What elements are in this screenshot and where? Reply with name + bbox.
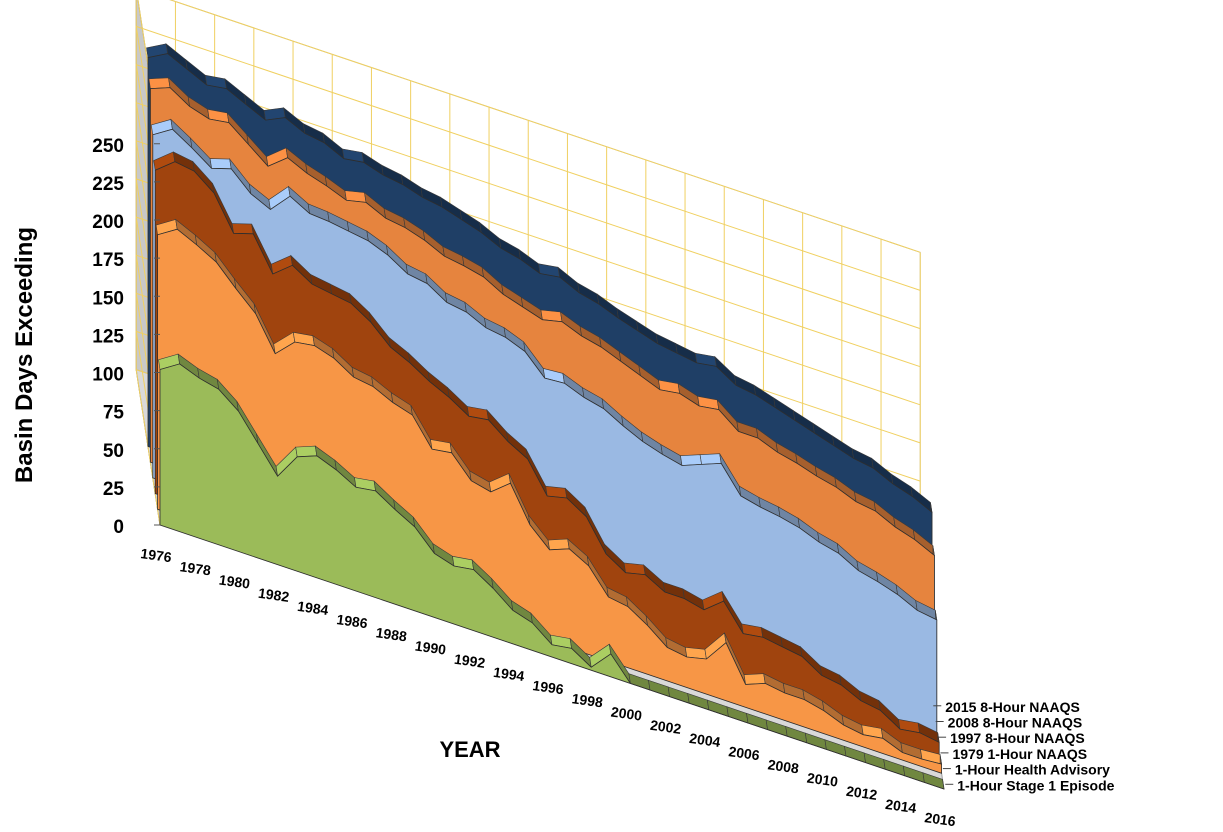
x-tick-label: 2002: [649, 717, 682, 737]
series-layer-naaqs1979: [153, 151, 940, 759]
y-tick-label: 25: [103, 479, 125, 500]
y-tick-label: 200: [92, 212, 124, 233]
x-tick-label: 1984: [296, 598, 329, 618]
series-label-naaqs1997: 1997 8-Hour NAAQS: [950, 730, 1085, 746]
series-ribbon: [743, 673, 766, 685]
x-axis-title: YEAR: [439, 737, 500, 762]
series-label-naaqs2015: 2015 8-Hour NAAQS: [945, 699, 1080, 715]
series-label-health: 1-Hour Health Advisory: [955, 762, 1110, 778]
y-tick-label: 0: [113, 517, 124, 538]
x-tick-label: 1986: [336, 611, 369, 631]
y-tick-label: 125: [92, 326, 124, 347]
series-label-naaqs2008: 2008 8-Hour NAAQS: [948, 714, 1083, 730]
x-tick-label: 1980: [218, 572, 251, 592]
series-endcap: [942, 779, 945, 790]
x-tick-label: 1994: [492, 664, 525, 684]
x-axis-ticks: 1976 1978 1980 1982 1984 1986 1988 1990 1992 1994…: [140, 545, 957, 829]
x-tick-label: 1992: [453, 651, 486, 671]
series-layer-naaqs1997: [150, 118, 938, 743]
x-tick-label: 1988: [375, 624, 408, 644]
series-ribbon: [209, 158, 232, 170]
series-layer-stage1: [158, 353, 945, 790]
x-tick-label: 2000: [610, 704, 643, 724]
x-tick-label: 2014: [884, 796, 917, 816]
y-tick-label: 225: [92, 174, 124, 195]
x-tick-label: 1976: [140, 545, 173, 565]
series-ribbon: [295, 445, 318, 458]
y-tick-label: 250: [92, 136, 124, 157]
x-tick-label: 2010: [806, 770, 839, 790]
series-ribbon: [699, 453, 722, 465]
series-face: [159, 363, 945, 790]
series-face: [154, 161, 940, 759]
x-tick-label: 1990: [414, 638, 447, 658]
series-ribbon: [680, 454, 702, 466]
series-label-naaqs1979: 1979 1-Hour NAAQS: [952, 746, 1087, 762]
y-axis-title: Basin Days Exceeding: [11, 227, 38, 483]
chart-series-layers: [146, 43, 945, 790]
y-tick-label: 50: [103, 441, 124, 462]
series-ribbon: [148, 77, 171, 89]
y-tick-label: 150: [92, 288, 124, 309]
y-axis-ticks: 0 25 50 75 100 125 150 175 200 225 250: [92, 136, 160, 538]
x-tick-label: 2008: [767, 756, 800, 776]
y-tick-label: 75: [103, 403, 125, 424]
series-ribbon: [547, 538, 570, 551]
y-tick-label: 100: [92, 365, 124, 386]
x-tick-label: 2004: [688, 730, 721, 750]
x-tick-label: 1996: [532, 677, 565, 697]
x-tick-label: 1982: [257, 585, 290, 605]
x-tick-label: 2016: [924, 809, 957, 829]
y-tick-label: 175: [92, 250, 124, 271]
x-tick-label: 2006: [728, 743, 761, 763]
x-tick-label: 1998: [571, 690, 604, 710]
x-tick-label: 1978: [179, 558, 212, 578]
series-face: [152, 128, 938, 743]
series-label-stage1: 1-Hour Stage 1 Episode: [957, 777, 1114, 793]
series-ribbon: [231, 223, 254, 235]
x-tick-label: 2012: [845, 783, 878, 803]
